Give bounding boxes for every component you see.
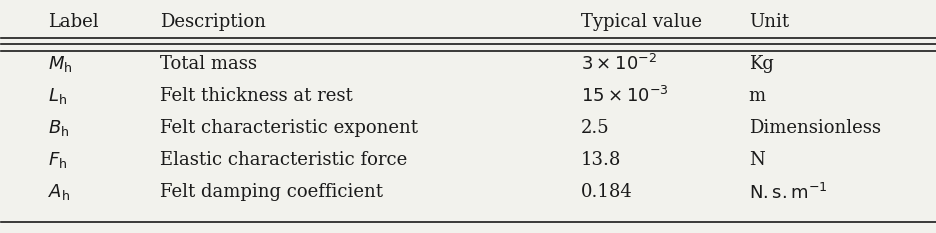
Text: $A_\mathrm{h}$: $A_\mathrm{h}$	[48, 182, 70, 202]
Text: $B_\mathrm{h}$: $B_\mathrm{h}$	[48, 118, 69, 138]
Text: $F_\mathrm{h}$: $F_\mathrm{h}$	[48, 150, 67, 170]
Text: $\mathrm{N.s.m}^{-1}$: $\mathrm{N.s.m}^{-1}$	[748, 182, 826, 202]
Text: Description: Description	[160, 13, 266, 31]
Text: $3 \times 10^{-2}$: $3 \times 10^{-2}$	[580, 54, 656, 74]
Text: $15 \times 10^{-3}$: $15 \times 10^{-3}$	[580, 86, 667, 106]
Text: Felt thickness at rest: Felt thickness at rest	[160, 87, 353, 105]
Text: Elastic characteristic force: Elastic characteristic force	[160, 151, 407, 169]
Text: 2.5: 2.5	[580, 119, 608, 137]
Text: 0.184: 0.184	[580, 183, 632, 202]
Text: Unit: Unit	[748, 13, 788, 31]
Text: N: N	[748, 151, 764, 169]
Text: 13.8: 13.8	[580, 151, 621, 169]
Text: Typical value: Typical value	[580, 13, 701, 31]
Text: Felt damping coefficient: Felt damping coefficient	[160, 183, 383, 202]
Text: m: m	[748, 87, 765, 105]
Text: Label: Label	[48, 13, 98, 31]
Text: Total mass: Total mass	[160, 55, 257, 72]
Text: $M_\mathrm{h}$: $M_\mathrm{h}$	[48, 54, 72, 74]
Text: Felt characteristic exponent: Felt characteristic exponent	[160, 119, 417, 137]
Text: Dimensionless: Dimensionless	[748, 119, 880, 137]
Text: Kg: Kg	[748, 55, 773, 72]
Text: $L_\mathrm{h}$: $L_\mathrm{h}$	[48, 86, 67, 106]
